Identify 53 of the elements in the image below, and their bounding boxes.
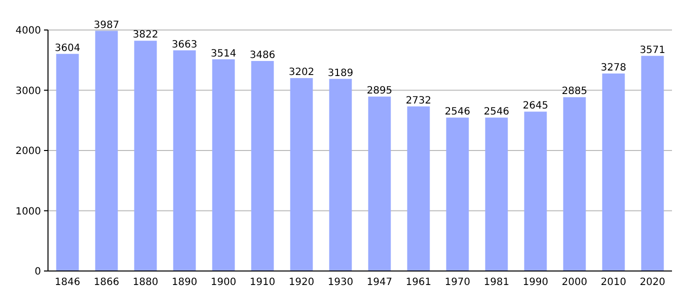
y-tick-label: 4000 [16,26,41,36]
data-label: 2546 [444,106,470,118]
bar [524,112,547,271]
bar [446,118,469,271]
x-tick-label: 1846 [54,277,80,288]
x-tick-label: 2010 [600,277,626,288]
data-label: 3486 [250,50,276,61]
x-tick-label: 1880 [132,277,158,288]
bar [641,56,664,271]
x-tick-label: 1947 [366,277,392,288]
x-tick-label: 2020 [640,277,666,288]
y-tick-label: 2000 [16,146,41,157]
x-tick-label: 1866 [94,277,120,288]
bar [563,97,586,271]
x-tick-label: 1890 [172,277,198,288]
bar [290,78,313,271]
data-label: 2732 [406,95,432,106]
bar [134,40,157,271]
bar [407,106,430,271]
data-label: 3987 [94,20,120,31]
x-tick-label: 1920 [288,277,314,288]
data-label: 2645 [522,100,548,112]
data-label: 3514 [210,48,236,60]
bar [173,50,196,271]
x-tick-label: 1900 [210,277,236,288]
data-label: 2546 [484,106,510,118]
bar [602,74,625,271]
bar [329,78,352,271]
data-label: 2885 [562,86,588,98]
x-tick-label: 2000 [562,277,588,288]
y-tick-label: 3000 [16,86,41,97]
data-label: 3571 [640,44,666,56]
bar [212,59,235,271]
x-tick-label: 1930 [328,277,354,288]
y-tick-label: 1000 [16,206,41,218]
bar [56,54,79,271]
x-tick-label: 1970 [444,277,470,288]
data-label: 3604 [54,42,80,54]
bar [368,96,391,271]
data-label: 3278 [600,62,626,74]
data-label: 3189 [328,68,354,79]
data-label: 2895 [366,86,392,97]
y-tick-label: 0 [34,266,41,278]
x-tick-label: 1961 [406,277,432,288]
data-label: 3663 [172,39,198,50]
bar [251,60,274,271]
data-label: 3202 [288,67,314,78]
data-label: 3822 [132,30,158,41]
x-tick-label: 1990 [522,277,548,288]
x-tick-label: 1910 [250,277,276,288]
bar [485,118,508,271]
bar [95,30,118,271]
x-tick-label: 1981 [484,277,510,288]
